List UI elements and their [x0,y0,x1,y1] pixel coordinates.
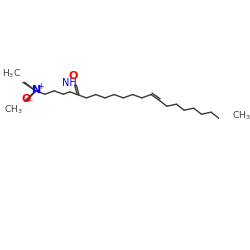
Text: $\mathregular{CH_3}$: $\mathregular{CH_3}$ [232,110,250,122]
Text: $\mathregular{CH_3}$: $\mathregular{CH_3}$ [4,104,23,116]
Text: N: N [32,85,41,95]
Text: +: + [37,82,43,91]
Text: O: O [68,71,78,81]
Text: O: O [22,94,31,104]
Text: ⁻: ⁻ [28,98,33,107]
Text: $\mathregular{H_3C}$: $\mathregular{H_3C}$ [2,67,21,80]
Text: NH: NH [62,78,77,88]
